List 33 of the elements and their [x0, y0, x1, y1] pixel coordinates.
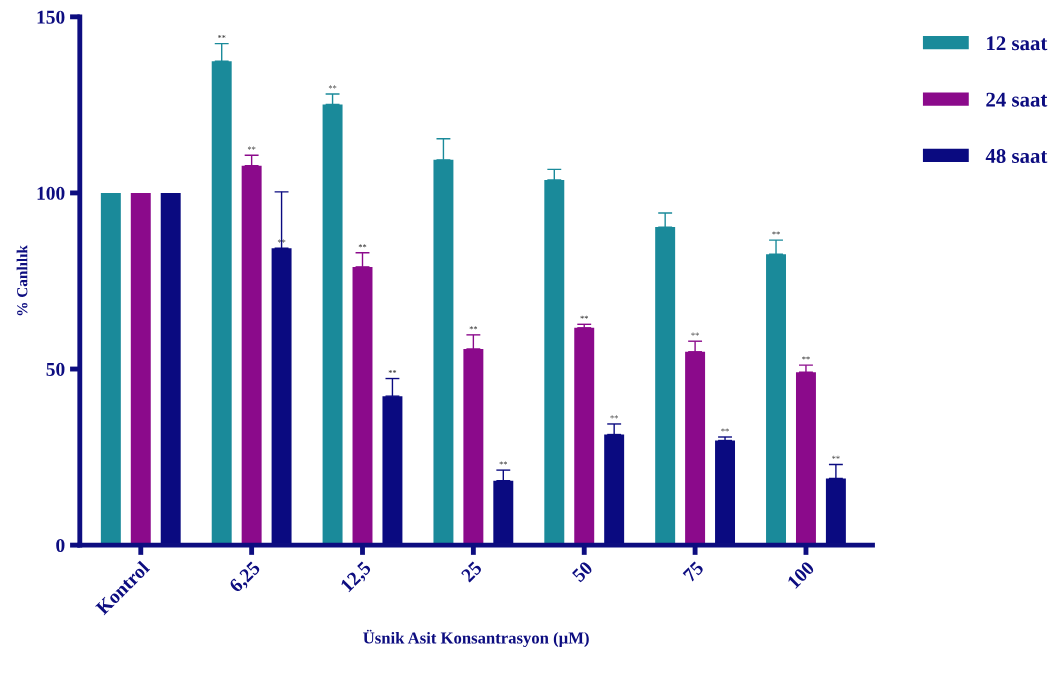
- y-tick-label: 50: [46, 362, 65, 376]
- data-label: **: [247, 146, 256, 150]
- x-tick-label: 100: [786, 560, 816, 589]
- data-label: **: [691, 332, 699, 336]
- y-tick-label: 100: [37, 186, 65, 200]
- x-tick-label: 75: [682, 560, 705, 583]
- data-label: **: [580, 315, 588, 319]
- x-tick-label: 12,5: [339, 560, 374, 595]
- data-label: **: [832, 455, 840, 459]
- data-label: **: [328, 85, 337, 89]
- x-axis-title: Üsnik Asit Konsantrasyon (µM): [363, 629, 589, 648]
- x-tick-label: 6,25: [228, 560, 263, 595]
- data-label: **: [469, 326, 478, 330]
- bar: [130, 192, 151, 546]
- x-tick-label: 50: [571, 560, 594, 583]
- y-tick-label: 0: [56, 538, 65, 553]
- data-label: **: [721, 428, 729, 432]
- legend-label: 48 saat: [985, 148, 1048, 164]
- x-tick-label: 25: [460, 560, 483, 583]
- data-label: **: [277, 239, 286, 243]
- bar: [100, 192, 121, 546]
- legend-label: 12 saat: [987, 36, 1048, 51]
- data-label: **: [802, 356, 810, 360]
- y-tick-label: 150: [37, 10, 65, 24]
- data-label: **: [610, 415, 618, 419]
- y-axis-title: % Canlılık: [16, 245, 28, 316]
- data-label: **: [217, 34, 226, 39]
- data-label: **: [358, 244, 367, 248]
- data-label: **: [499, 461, 508, 465]
- data-label: **: [772, 231, 780, 235]
- bar: [574, 327, 595, 546]
- legend-label: 24 saat: [986, 92, 1048, 107]
- data-label: **: [388, 369, 397, 373]
